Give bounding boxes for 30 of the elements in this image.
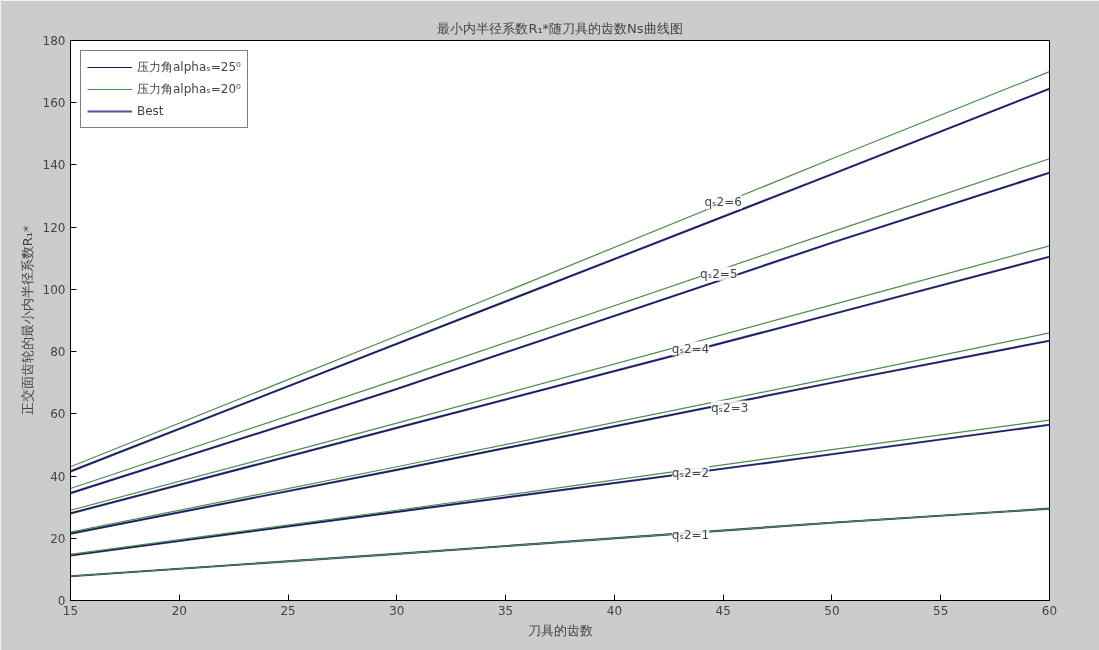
- y-tick-label: 20: [50, 531, 66, 546]
- y-tick-label: 160: [42, 96, 66, 111]
- annotation: qₛ2=6: [704, 195, 742, 210]
- y-tick-label: 80: [50, 345, 66, 360]
- annotation: qₛ2=2: [671, 465, 710, 480]
- y-tick-label: 60: [50, 407, 66, 422]
- y-tick-label: 100: [42, 282, 66, 297]
- y-tick-label: 120: [42, 220, 66, 235]
- legend-label: 压力角alphaₛ=25⁰: [137, 58, 241, 76]
- x-tick-label: 50: [824, 603, 840, 618]
- x-tick-label: 55: [933, 603, 949, 618]
- x-tick-label: 25: [280, 603, 296, 618]
- x-tick-label: 35: [497, 603, 514, 618]
- chart-title: 最小内半径系数R₁*随刀具的齿数Ns曲线图: [437, 20, 683, 36]
- x-tick-label: 30: [389, 603, 405, 618]
- annotation: qₛ2=5: [700, 266, 738, 281]
- legend-label: Best: [137, 104, 164, 118]
- annotation: qₛ2=3: [710, 400, 749, 415]
- x-tick-label: 60: [1041, 603, 1058, 618]
- x-tick-label: 45: [715, 603, 731, 618]
- x-tick-label: 40: [606, 603, 623, 618]
- annotation: qₛ2=4: [671, 341, 710, 356]
- y-tick-label: 180: [42, 34, 66, 48]
- y-tick-label: 140: [42, 158, 66, 173]
- y-axis-title: 正交面齿轮的最小内半径系数R₁*: [19, 225, 35, 416]
- y-tick-label: 40: [50, 469, 66, 484]
- x-axis-title: 刀具的齿数: [527, 622, 593, 638]
- annotation: qₛ2=1: [671, 528, 710, 543]
- legend-label: 压力角alphaₛ=20⁰: [137, 80, 241, 98]
- x-tick-label: 20: [171, 603, 187, 618]
